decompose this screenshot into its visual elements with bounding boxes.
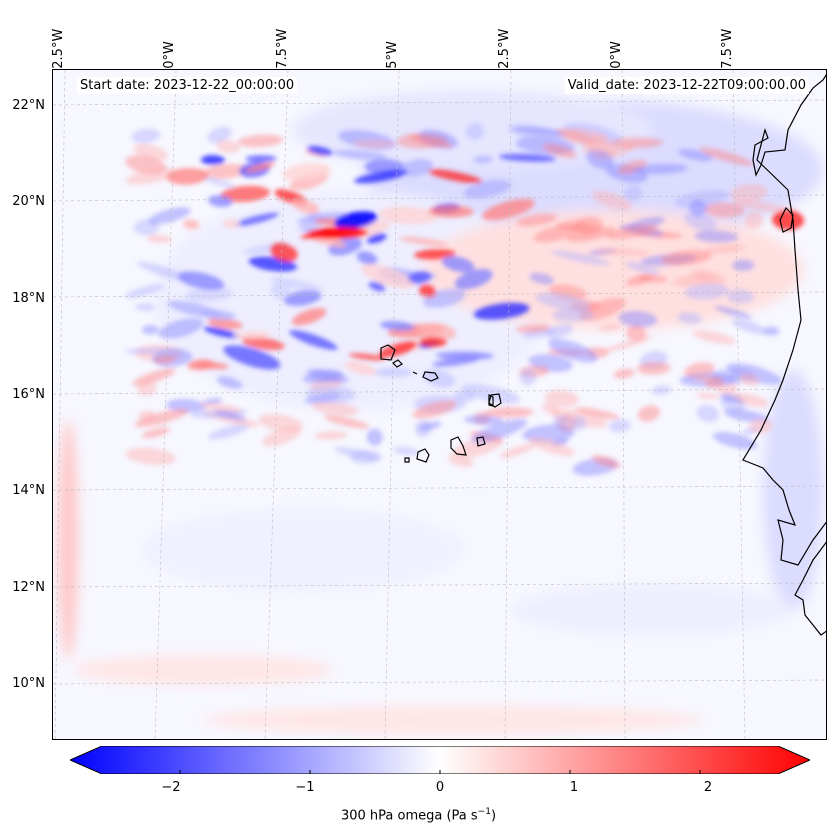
colorbar-tick-label: 1 bbox=[569, 780, 579, 795]
lat-label: 22°N bbox=[12, 98, 45, 113]
colorbar-tick-label: 0 bbox=[435, 780, 445, 795]
lat-label: 14°N bbox=[12, 483, 45, 498]
lat-label: 10°N bbox=[12, 676, 45, 691]
lat-label: 12°N bbox=[12, 580, 45, 595]
omega-field-map bbox=[53, 70, 826, 739]
colorbar-gradient bbox=[70, 746, 810, 774]
lat-label: 16°N bbox=[12, 387, 45, 402]
colorbar-tick-label: 2 bbox=[703, 780, 713, 795]
colorbar-ticks bbox=[179, 770, 701, 774]
map-panel[interactable] bbox=[52, 69, 827, 740]
lat-label: 20°N bbox=[12, 194, 45, 209]
start-date-label: Start date: 2023-12-22_00:00:00 bbox=[77, 77, 298, 94]
colorbar-tick-label: −2 bbox=[161, 780, 181, 795]
colorbar bbox=[70, 746, 810, 774]
field-blobs bbox=[124, 122, 804, 476]
lat-label: 18°N bbox=[12, 291, 45, 306]
coastline bbox=[380, 74, 826, 636]
colorbar-tick-label: −1 bbox=[295, 780, 315, 795]
valid-date-label: Valid_date: 2023-12-22T09:00:00.00 bbox=[564, 77, 809, 94]
colorbar-label: 300 hPa omega (Pa s−1) bbox=[340, 807, 497, 824]
gridlines bbox=[53, 70, 826, 739]
